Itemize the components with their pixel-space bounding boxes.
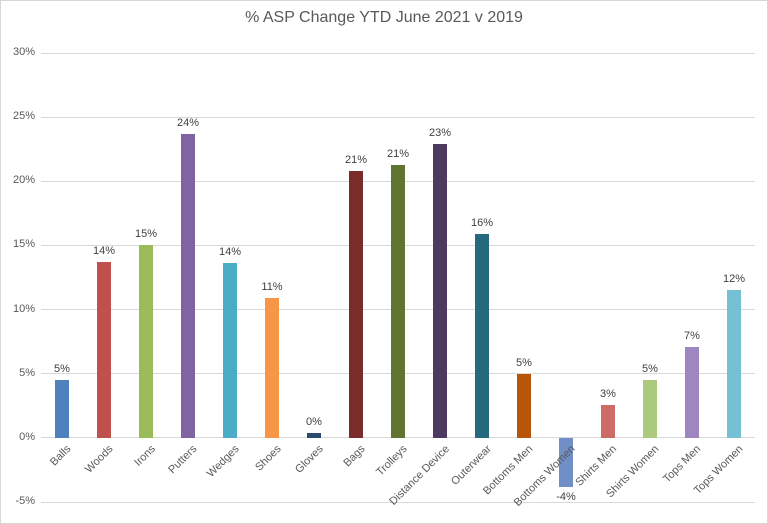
bar-value-label: 23% bbox=[428, 127, 452, 140]
bar-value-label: 24% bbox=[176, 116, 200, 129]
bar-value-label: 5% bbox=[516, 356, 532, 369]
bar-balls[interactable] bbox=[55, 380, 69, 438]
x-category-label-putters: Putters bbox=[166, 442, 200, 476]
gridline bbox=[41, 52, 755, 54]
bar-tops-men[interactable] bbox=[685, 346, 699, 438]
bar-distance-device[interactable] bbox=[433, 144, 447, 438]
x-category-label-balls: Balls bbox=[48, 442, 74, 469]
y-tick-label: 20% bbox=[12, 174, 35, 187]
x-category-label-gloves: Gloves bbox=[292, 442, 326, 476]
bar-woods[interactable] bbox=[97, 262, 111, 438]
y-tick-label: 0% bbox=[19, 430, 35, 443]
bar-shoes[interactable] bbox=[265, 298, 279, 438]
y-tick-label: 25% bbox=[12, 110, 35, 123]
bar-tops-women[interactable] bbox=[727, 290, 741, 438]
x-category-label-wedges: Wedges bbox=[204, 442, 242, 480]
y-tick-label: 10% bbox=[12, 302, 35, 315]
bar-bottoms-men[interactable] bbox=[517, 373, 531, 438]
gridline bbox=[41, 116, 755, 118]
gridline bbox=[41, 501, 755, 503]
x-category-label-bags: Bags bbox=[341, 442, 368, 470]
bar-putters[interactable] bbox=[181, 133, 195, 438]
bar-value-label: 15% bbox=[134, 228, 158, 241]
y-tick-label: -5% bbox=[15, 495, 35, 507]
x-category-label-tops-men: Tops Men bbox=[661, 442, 704, 486]
bar-bags[interactable] bbox=[349, 171, 363, 438]
x-category-label-irons: Irons bbox=[131, 442, 158, 469]
x-category-label-woods: Woods bbox=[82, 442, 116, 476]
bar-value-label: -4% bbox=[556, 490, 576, 503]
y-tick-label: 15% bbox=[12, 238, 35, 251]
x-category-label-trolleys: Trolleys bbox=[374, 442, 410, 479]
bar-value-label: 7% bbox=[684, 329, 700, 342]
x-category-label-outerwear: Outerwear bbox=[448, 442, 494, 488]
bar-bottoms-women[interactable] bbox=[559, 437, 573, 487]
bar-outerwear[interactable] bbox=[475, 233, 489, 438]
bar-gloves[interactable] bbox=[307, 432, 321, 438]
chart-title: % ASP Change YTD June 2021 v 2019 bbox=[245, 9, 523, 26]
bar-value-label: 16% bbox=[470, 216, 494, 229]
bar-value-label: 5% bbox=[54, 363, 70, 376]
y-tick-label: 30% bbox=[12, 46, 35, 58]
y-tick-label: 5% bbox=[19, 366, 35, 379]
bar-value-label: 14% bbox=[218, 246, 242, 259]
bar-value-label: 5% bbox=[642, 363, 658, 376]
bar-value-label: 14% bbox=[92, 245, 116, 258]
bar-value-label: 21% bbox=[386, 147, 410, 160]
bar-value-label: 3% bbox=[600, 387, 616, 400]
bar-value-label: 21% bbox=[344, 154, 368, 167]
x-category-label-shoes: Shoes bbox=[252, 442, 284, 474]
bar-value-label: 11% bbox=[261, 281, 283, 294]
bar-shirts-women[interactable] bbox=[643, 380, 657, 438]
bar-shirts-men[interactable] bbox=[601, 404, 615, 438]
bar-wedges[interactable] bbox=[223, 263, 237, 438]
bar-value-label: 0% bbox=[306, 415, 322, 428]
bar-value-label: 12% bbox=[722, 273, 746, 286]
gridline bbox=[41, 437, 755, 439]
bar-trolleys[interactable] bbox=[391, 164, 405, 438]
bar-irons[interactable] bbox=[139, 245, 153, 438]
